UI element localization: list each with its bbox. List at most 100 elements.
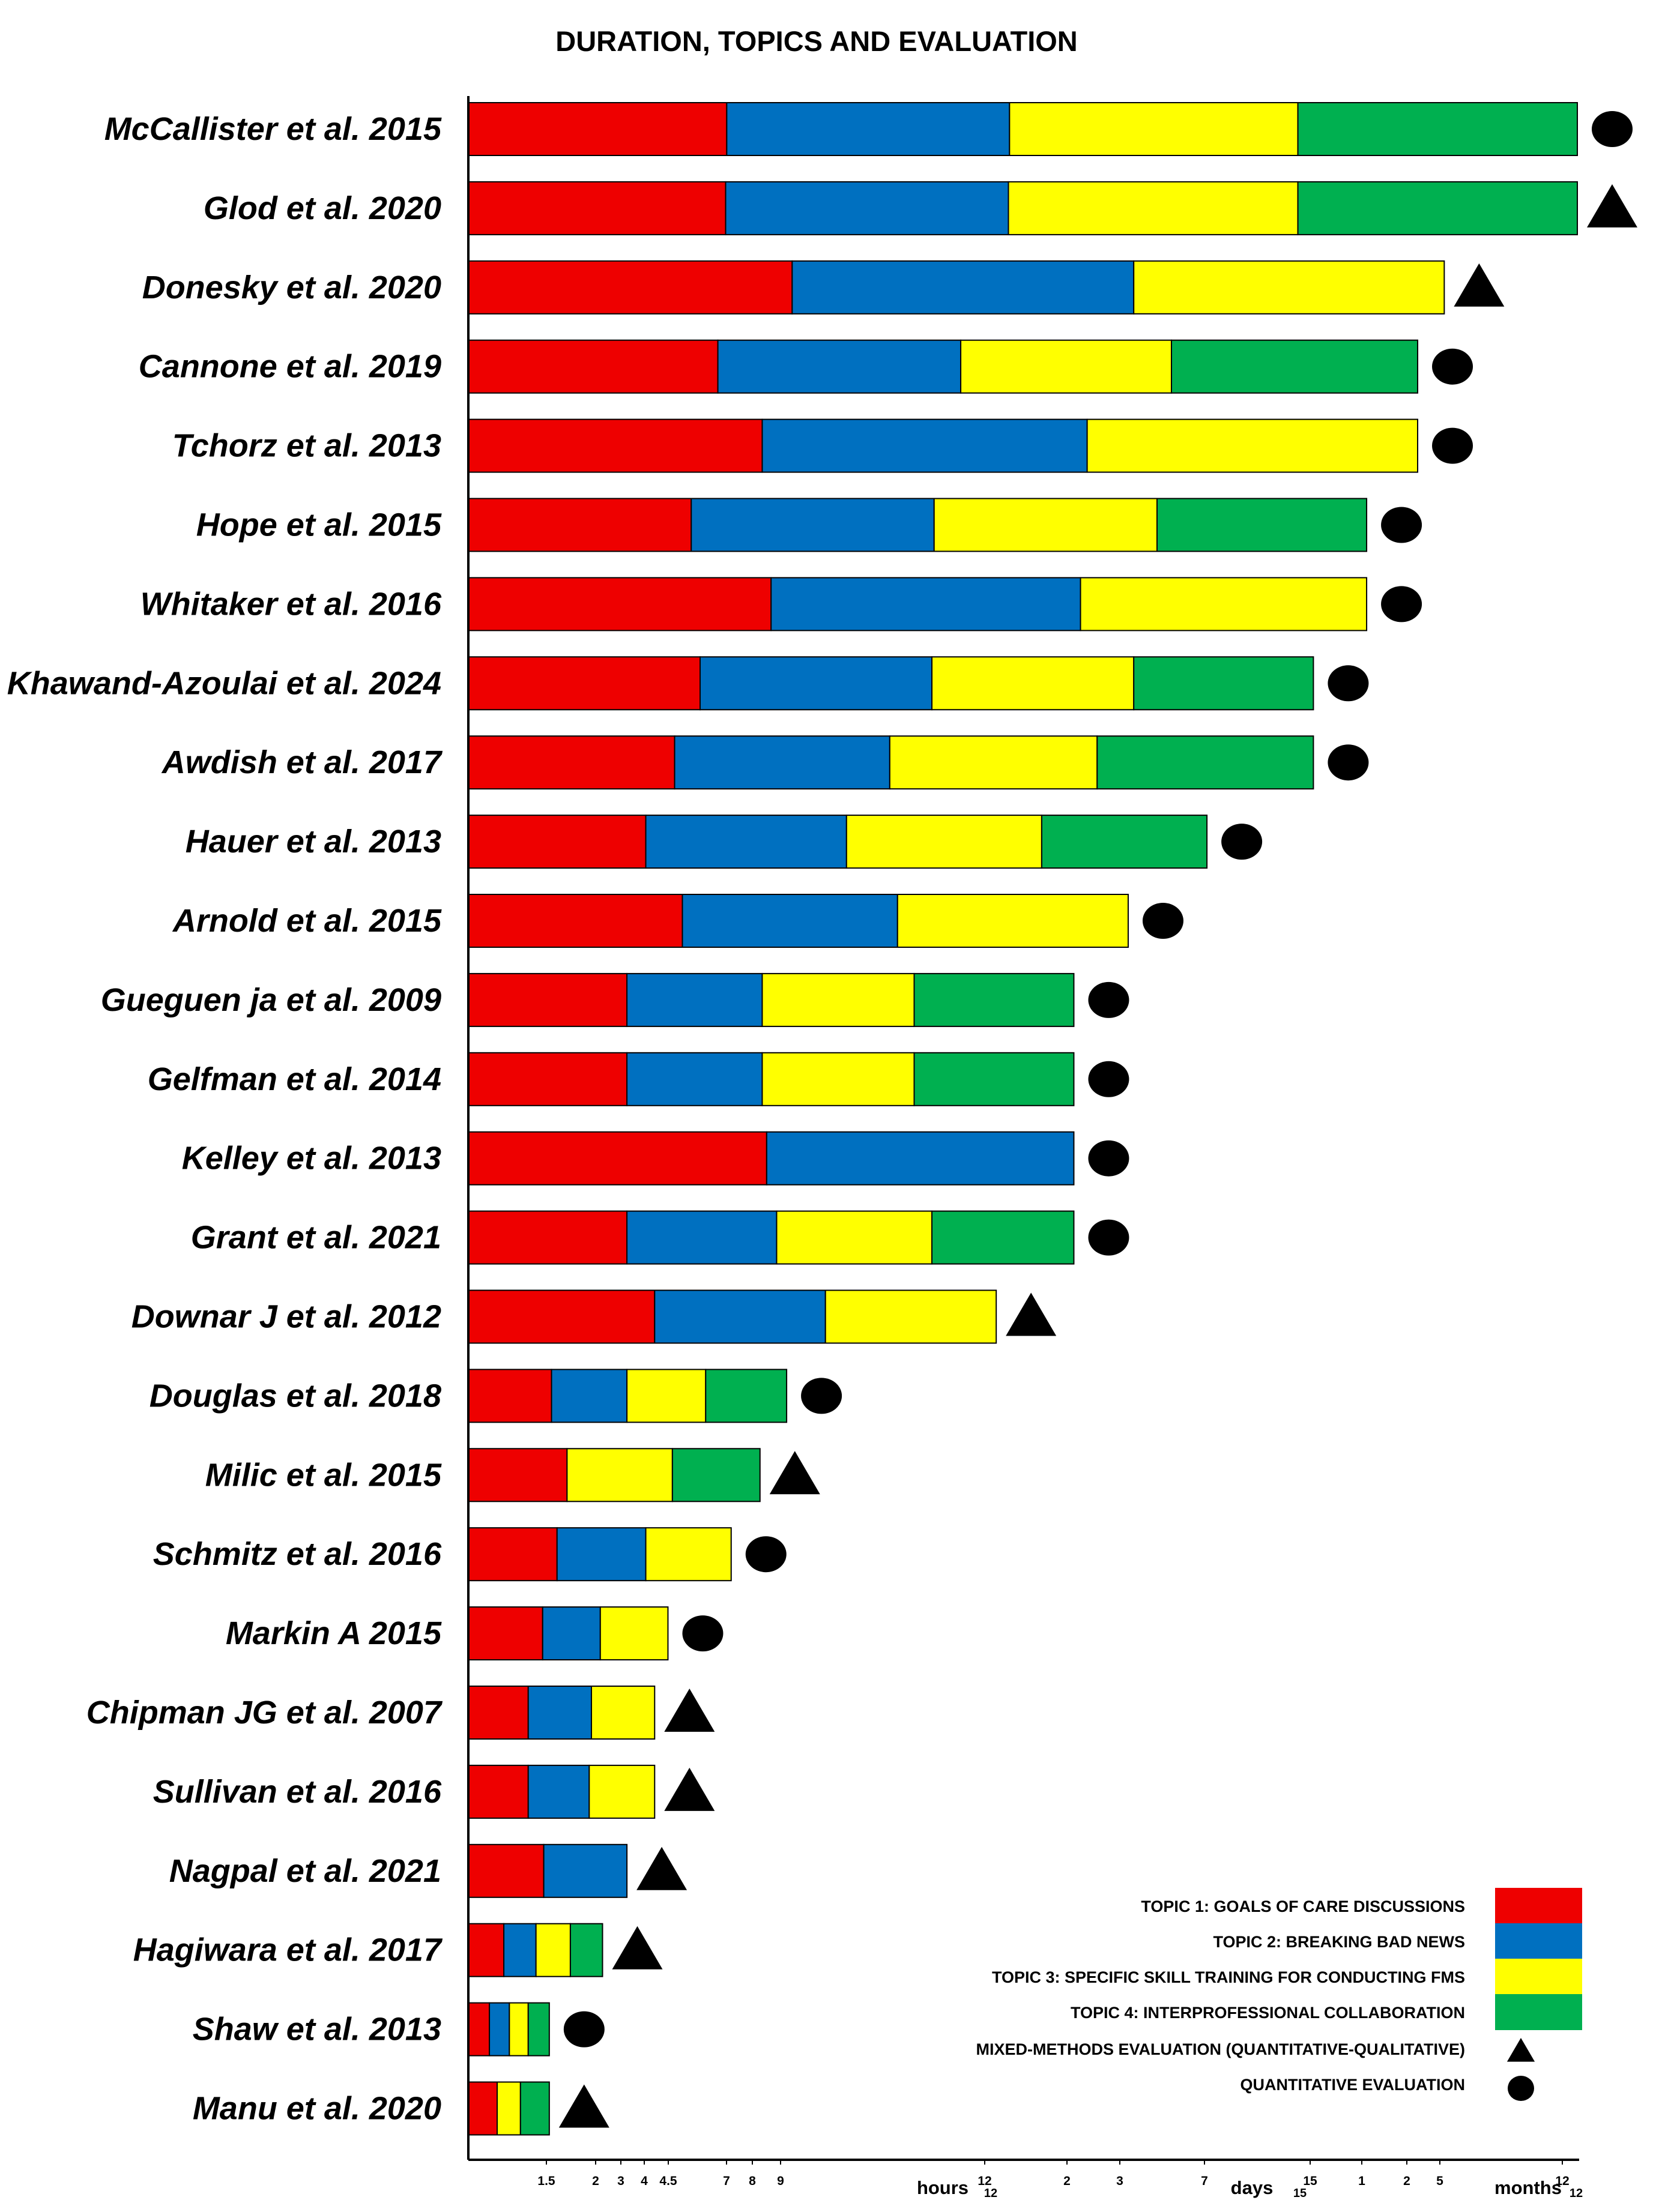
bar-segment-topic2	[791, 260, 1135, 315]
study-label: Arnold et al. 2015	[172, 903, 442, 939]
bar-segment-topic2	[551, 1369, 628, 1423]
study-row: Douglas et al. 2018	[150, 1369, 842, 1423]
bar-segment-topic1	[468, 1923, 505, 1977]
study-label: Grant et al. 2021	[191, 1220, 441, 1256]
study-row: Grant et al. 2021	[191, 1210, 1129, 1265]
study-label: Whitaker et al. 2016	[141, 586, 442, 622]
study-label: Chipman JG et al. 2007	[86, 1695, 443, 1731]
legend-circle-icon	[1508, 2076, 1534, 2101]
axis-tick-label: 1.5	[537, 2174, 555, 2188]
mixed-methods-marker	[1006, 1292, 1057, 1336]
study-label: Kelley et al. 2013	[182, 1141, 441, 1177]
bar-segment-topic1	[468, 1052, 628, 1106]
study-row: Hope et al. 2015	[196, 498, 1422, 552]
bar-segment-topic4	[705, 1369, 788, 1423]
bar-segment-topic3	[931, 656, 1135, 711]
study-label: Cannone et al. 2019	[139, 349, 441, 385]
axis-tick-label: 15	[1303, 2174, 1317, 2188]
bar-segment-topic2	[626, 1210, 778, 1265]
bar-segment-topic1	[468, 1686, 529, 1740]
bar-segment-topic4	[1041, 815, 1208, 869]
bar-segment-topic3	[645, 1527, 732, 1582]
bar-segment-topic4	[519, 2081, 550, 2136]
bar-segment-topic2	[700, 656, 933, 711]
study-row: Cannone et al. 2019	[139, 339, 1473, 394]
bar-segment-topic3	[591, 1686, 656, 1740]
study-row: Milic et al. 2015	[205, 1448, 820, 1502]
bar-segment-topic2	[766, 1131, 1075, 1186]
study-row: Schmitz et al. 2016	[153, 1527, 787, 1582]
mixed-methods-marker	[664, 1689, 715, 1732]
study-label: Hauer et al. 2013	[186, 824, 441, 860]
bar-segment-topic1	[468, 1369, 552, 1423]
legend-triangle-icon	[1506, 2038, 1535, 2062]
legend-label: TOPIC 2: BREAKING BAD NEWS	[1213, 1933, 1465, 1951]
mixed-methods-marker	[636, 1846, 687, 1890]
bar-segment-topic3	[1133, 260, 1445, 315]
study-label: Khawand-Azoulai et al. 2024	[7, 665, 441, 701]
quantitative-marker	[1142, 903, 1183, 939]
study-label: Hagiwara et al. 2017	[133, 1932, 443, 1968]
bar-segment-topic3	[1008, 181, 1299, 235]
quantitative-marker	[801, 1378, 842, 1414]
legend: TOPIC 1: GOALS OF CARE DISCUSSIONS TOPIC …	[976, 1888, 1582, 2101]
study-label: Gueguen ja et al. 2009	[101, 982, 441, 1018]
bar-segment-topic2	[645, 815, 847, 869]
bar-segment-topic2	[726, 102, 1011, 156]
bar-segment-topic1	[468, 260, 793, 315]
bar-segment-topic3	[776, 1210, 933, 1265]
bar-segment-topic3	[1080, 577, 1368, 631]
study-row: Whitaker et al. 2016	[141, 577, 1422, 631]
bar-segment-topic4	[913, 1052, 1075, 1106]
study-row: Downar J et al. 2012	[131, 1289, 1057, 1344]
study-label: Nagpal et al. 2021	[169, 1853, 441, 1889]
quantitative-marker	[1088, 1061, 1129, 1097]
study-label: Shaw et al. 2013	[193, 2012, 441, 2048]
axis-tick-label: 2	[1403, 2174, 1410, 2188]
quantitative-marker	[1328, 744, 1369, 781]
bar-segment-topic2	[674, 735, 890, 790]
bar-segment-topic1	[468, 1764, 529, 1819]
axis-tick-label: 8	[749, 2174, 756, 2188]
axis-tick-label: 12	[1555, 2174, 1569, 2188]
bar-segment-topic1	[468, 2002, 491, 2057]
bar-segment-topic4	[527, 2002, 550, 2057]
axis-tick-label: 12	[978, 2174, 991, 2188]
axis-tick-label: 7	[723, 2174, 730, 2188]
bar-segment-topic1	[468, 1131, 767, 1186]
bar-segment-topic3	[535, 1923, 571, 1977]
bar-segment-topic3	[824, 1289, 997, 1344]
mixed-methods-marker	[558, 2084, 609, 2128]
study-row: Chipman JG et al. 2007	[86, 1686, 715, 1740]
bar-segment-topic4	[1170, 339, 1419, 394]
study-row: Donesky et al. 2020	[142, 260, 1505, 315]
bar-segment-topic4	[1297, 102, 1578, 156]
bar-segment-topic1	[468, 972, 628, 1027]
study-row: Awdish et al. 2017	[161, 735, 1369, 790]
axis-unit-label: days	[1231, 2177, 1274, 2198]
bar-segment-topic3	[761, 1052, 915, 1106]
bar-segment-topic1	[468, 1289, 656, 1344]
bar-segment-topic2	[626, 972, 763, 1027]
bar-segment-topic2	[503, 1923, 537, 1977]
study-row: Arnold et al. 2015	[172, 894, 1183, 948]
axis-tick-label: 1	[1358, 2174, 1365, 2188]
bar-segment-topic2	[690, 498, 935, 552]
bar-segment-topic1	[468, 102, 728, 156]
axis-tick-label: 5	[1436, 2174, 1443, 2188]
bar-segment-topic4	[569, 1923, 603, 1977]
axis-tick-label: 7	[1201, 2174, 1208, 2188]
bar-segment-topic4	[1096, 735, 1314, 790]
bar-segment-topic3	[889, 735, 1098, 790]
axis-unit-label: hours	[917, 2177, 968, 2198]
study-row: Khawand-Azoulai et al. 2024	[7, 656, 1369, 711]
legend-label: TOPIC 1: GOALS OF CARE DISCUSSIONS	[1141, 1897, 1465, 1915]
axis-unit-sub: 12	[984, 2187, 997, 2200]
chart-title: DURATION, TOPICS AND EVALUATION	[555, 25, 1078, 57]
axis-tick-label: 3	[1116, 2174, 1123, 2188]
study-row: Gelfman et al. 2014	[148, 1052, 1129, 1106]
study-row: Hagiwara et al. 2017	[133, 1923, 663, 1977]
study-row: Shaw et al. 2013	[193, 2002, 605, 2057]
bar-segment-topic2	[543, 1843, 628, 1898]
bar-segment-topic2	[556, 1527, 647, 1582]
